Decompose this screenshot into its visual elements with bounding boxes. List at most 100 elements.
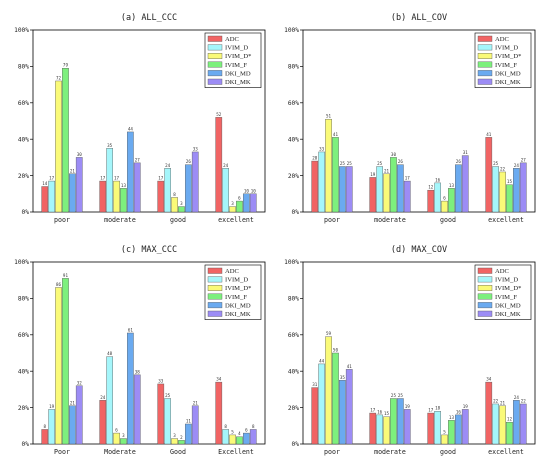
y-tick-label: 20% [18, 173, 29, 180]
category-label: moderate [104, 216, 136, 224]
bar-adc [215, 117, 223, 213]
legend-label: IVIM_D* [495, 53, 521, 60]
data-label: 25 [347, 161, 353, 166]
y-tick-label: 20% [18, 405, 29, 412]
data-label: 26 [456, 159, 462, 164]
legend-swatch [477, 61, 493, 68]
legend-swatch [477, 53, 493, 59]
y-tick-label: 100% [284, 259, 299, 266]
y-tick-label: 40% [288, 136, 299, 143]
data-label: 72 [56, 75, 62, 80]
data-label: 10 [244, 188, 250, 193]
y-tick-label: 100% [284, 27, 299, 34]
y-tick-label: 60% [288, 332, 299, 339]
bar-ivim-dstar [171, 197, 178, 213]
bar-dki-md [68, 173, 76, 213]
data-label: 16 [456, 409, 462, 414]
bar-ivim-f [332, 352, 339, 445]
data-label: 19 [463, 404, 469, 409]
bar-ivim-f [178, 440, 185, 445]
bar-dki-md [397, 164, 404, 213]
legend-label: IVIM_D [225, 45, 248, 52]
y-tick-label: 0% [292, 441, 300, 448]
bar-adc [311, 387, 319, 445]
bar-ivim-d [48, 409, 56, 445]
bar-adc [485, 137, 493, 213]
data-label: 33 [319, 146, 325, 151]
legend-label: IVIM_F [495, 294, 517, 301]
data-label: 10 [251, 188, 257, 193]
bar-adc [485, 381, 493, 445]
bar-dki-md [184, 164, 192, 213]
legend-swatch [477, 44, 493, 51]
bar-ivim-dstar [383, 173, 390, 213]
data-label: 16 [377, 409, 383, 414]
plot-frame [32, 261, 266, 445]
bar-adc [369, 412, 377, 445]
legend-swatch [477, 70, 493, 77]
bar-dki-mk [191, 151, 199, 213]
data-label: 6 [245, 428, 248, 433]
data-label: 4 [238, 431, 241, 436]
bar-ivim-dstar [441, 434, 448, 445]
data-label: 3 [122, 433, 125, 438]
data-label: 50 [333, 348, 339, 353]
plot-frame [32, 29, 266, 213]
legend-label: DKI_MK [225, 311, 251, 318]
bar-ivim-dstar [499, 405, 506, 445]
bar-ivim-f [236, 436, 243, 445]
data-label: 24 [100, 395, 106, 400]
bar-ivim-dstar [229, 206, 236, 213]
data-label: 26 [398, 159, 404, 164]
bar-adc [157, 383, 165, 445]
data-label: 22 [493, 398, 499, 403]
bar-ivim-f [120, 188, 127, 213]
category-label: excellent [218, 216, 254, 224]
bar-ivim-f [332, 137, 339, 213]
legend-box [474, 32, 532, 88]
category-label: poor [324, 448, 340, 456]
bar-dki-mk [75, 385, 83, 445]
data-label: 21 [70, 168, 76, 173]
legend-swatch [207, 78, 223, 85]
legend-label: IVIM_F [225, 62, 247, 69]
data-label: 15 [384, 411, 390, 416]
legend-swatch [207, 293, 223, 300]
data-label: 8 [252, 424, 255, 429]
y-tick-label: 40% [288, 368, 299, 375]
data-label: 16 [435, 177, 441, 182]
category-label: good [440, 216, 456, 224]
data-label: 3 [180, 201, 183, 206]
legend-label: IVIM_F [495, 62, 517, 69]
category-label: poor [54, 216, 70, 224]
legend-swatch [207, 285, 223, 291]
data-label: 12 [428, 185, 434, 190]
data-label: 17 [370, 408, 376, 413]
legend-label: DKI_MK [225, 79, 251, 86]
plot-frame [302, 261, 536, 445]
bar-ivim-f [390, 157, 397, 213]
data-label: 13 [449, 183, 455, 188]
legend-label: ADC [225, 36, 240, 43]
bar-ivim-d [492, 166, 500, 213]
data-label: 13 [121, 183, 127, 188]
legend-label: IVIM_D* [495, 285, 521, 292]
legend-box [204, 32, 262, 88]
data-label: 11 [186, 418, 192, 423]
legend-swatch [207, 53, 223, 59]
legend-label: IVIM_D* [225, 285, 251, 292]
data-label: 5 [443, 429, 446, 434]
data-label: 8 [173, 192, 176, 197]
y-tick-label: 80% [18, 296, 29, 303]
data-label: 31 [312, 382, 318, 387]
y-tick-label: 0% [22, 441, 30, 448]
legend-swatch [477, 78, 493, 85]
legend-swatch [477, 285, 493, 291]
category-label: poor [324, 216, 340, 224]
data-label: 91 [63, 273, 69, 278]
bar-dki-mk [403, 180, 411, 213]
category-label: Moderate [104, 448, 136, 456]
bar-ivim-d [492, 403, 500, 445]
